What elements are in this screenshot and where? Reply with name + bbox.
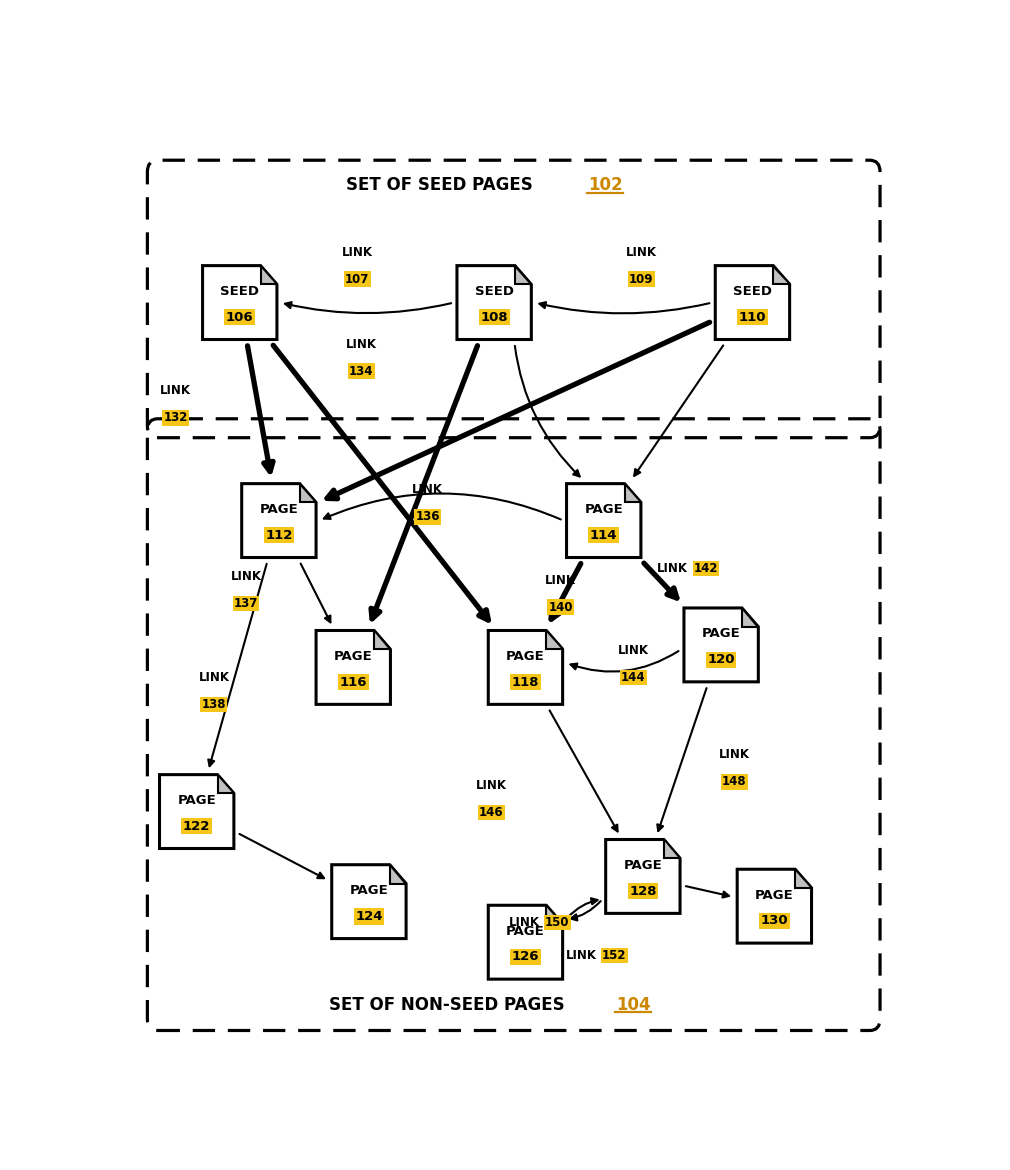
Polygon shape — [742, 608, 759, 627]
Text: 124: 124 — [356, 910, 383, 923]
Text: LINK: LINK — [545, 573, 576, 586]
Text: 109: 109 — [629, 273, 653, 285]
Text: PAGE: PAGE — [585, 503, 623, 516]
Text: 150: 150 — [545, 916, 570, 929]
Text: 118: 118 — [512, 676, 539, 689]
Text: 132: 132 — [164, 412, 188, 425]
Text: 122: 122 — [183, 820, 210, 833]
Polygon shape — [241, 483, 316, 558]
Polygon shape — [515, 266, 531, 284]
Text: LINK: LINK — [160, 385, 191, 398]
Polygon shape — [624, 483, 641, 502]
Text: PAGE: PAGE — [506, 649, 544, 663]
Text: 120: 120 — [707, 653, 735, 666]
Text: PAGE: PAGE — [702, 627, 740, 640]
Text: PAGE: PAGE — [334, 649, 373, 663]
Text: SET OF NON-SEED PAGES: SET OF NON-SEED PAGES — [329, 997, 565, 1014]
Polygon shape — [374, 631, 391, 649]
Text: 136: 136 — [415, 510, 440, 523]
Text: SEED: SEED — [220, 285, 260, 298]
Text: 137: 137 — [234, 597, 259, 610]
Polygon shape — [546, 631, 563, 649]
Polygon shape — [546, 906, 563, 924]
Text: SEED: SEED — [475, 285, 514, 298]
Text: LINK: LINK — [476, 779, 506, 792]
Text: PAGE: PAGE — [506, 924, 544, 937]
Polygon shape — [774, 266, 790, 284]
Polygon shape — [606, 840, 680, 914]
Text: 146: 146 — [479, 806, 503, 819]
Text: 148: 148 — [722, 776, 746, 789]
Text: 114: 114 — [590, 529, 617, 542]
Polygon shape — [316, 631, 391, 704]
Text: LINK: LINK — [412, 483, 443, 496]
Polygon shape — [684, 608, 759, 682]
Text: 112: 112 — [266, 529, 293, 542]
Text: 134: 134 — [348, 365, 374, 378]
Text: LINK: LINK — [719, 749, 750, 762]
Polygon shape — [300, 483, 316, 502]
Polygon shape — [795, 869, 812, 888]
Text: 128: 128 — [629, 885, 656, 897]
Polygon shape — [488, 631, 563, 704]
Text: SET OF SEED PAGES: SET OF SEED PAGES — [346, 177, 532, 194]
Text: LINK: LINK — [626, 246, 657, 259]
Text: 116: 116 — [339, 676, 367, 689]
Text: SEED: SEED — [733, 285, 772, 298]
Polygon shape — [567, 483, 641, 558]
Text: PAGE: PAGE — [260, 503, 298, 516]
Text: 110: 110 — [738, 311, 767, 324]
Text: LINK: LINK — [509, 916, 539, 929]
Text: 104: 104 — [616, 997, 650, 1014]
Text: LINK: LINK — [230, 570, 262, 583]
Text: LINK: LINK — [198, 670, 229, 683]
Text: PAGE: PAGE — [178, 794, 216, 807]
Polygon shape — [457, 266, 531, 339]
Polygon shape — [160, 775, 234, 848]
Polygon shape — [488, 906, 563, 979]
Text: PAGE: PAGE — [755, 888, 794, 902]
Polygon shape — [715, 266, 790, 339]
Polygon shape — [331, 865, 406, 938]
Polygon shape — [203, 266, 277, 339]
Polygon shape — [390, 865, 406, 883]
Text: 152: 152 — [602, 949, 626, 962]
Text: 138: 138 — [202, 697, 226, 711]
Text: PAGE: PAGE — [623, 859, 663, 872]
Polygon shape — [217, 775, 234, 793]
Text: LINK: LINK — [345, 337, 377, 351]
Text: 106: 106 — [226, 311, 254, 324]
Text: 140: 140 — [548, 600, 573, 613]
Polygon shape — [664, 840, 680, 859]
Text: 144: 144 — [621, 670, 645, 683]
Text: 107: 107 — [345, 273, 370, 285]
Text: LINK: LINK — [566, 949, 597, 962]
Text: PAGE: PAGE — [349, 885, 388, 897]
Polygon shape — [737, 869, 812, 943]
Text: 126: 126 — [512, 950, 539, 963]
Polygon shape — [261, 266, 277, 284]
Text: 108: 108 — [481, 311, 508, 324]
Text: LINK: LINK — [341, 246, 373, 259]
Text: 142: 142 — [694, 562, 718, 574]
Text: 102: 102 — [588, 177, 622, 194]
Text: LINK: LINK — [658, 562, 688, 574]
Text: 130: 130 — [761, 915, 788, 928]
Text: LINK: LINK — [618, 644, 649, 656]
